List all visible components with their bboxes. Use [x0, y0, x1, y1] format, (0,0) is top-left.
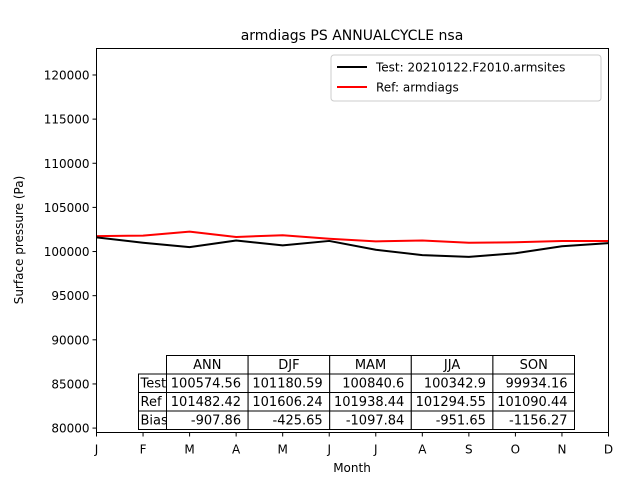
table-cell-value: 101180.59	[252, 377, 322, 392]
plot-frame	[96, 48, 609, 433]
table-header-label: ANN	[193, 358, 221, 373]
table-cell-value: 100342.9	[424, 377, 486, 392]
table-cell-value: -1156.27	[509, 414, 567, 429]
y-axis-label: Surface pressure (Pa)	[12, 176, 26, 305]
table-header-label: SON	[520, 358, 548, 373]
legend-label-test: Test: 20210122.F2010.armsites	[375, 61, 565, 75]
table-cell-value: 101294.55	[416, 395, 486, 410]
table-cell	[492, 410, 575, 430]
x-tick-label: F	[140, 443, 147, 457]
table-header-label: MAM	[355, 358, 386, 373]
legend-label-ref: Ref: armdiags	[376, 81, 459, 95]
table-header-label: JJA	[443, 358, 460, 373]
table-row-label: Bias	[141, 414, 168, 429]
series-lines	[96, 230, 609, 258]
y-tick-label: 105000	[44, 201, 90, 215]
chart-title: armdiags PS ANNUALCYCLE nsa	[241, 28, 464, 44]
y-tick-label: 100000	[44, 245, 90, 259]
x-tick-label: O	[511, 443, 520, 457]
table-cell-value: -1097.84	[346, 414, 404, 429]
series-line-ref	[96, 230, 609, 244]
table-row-label: Test	[140, 377, 167, 392]
x-tick-label: M	[184, 443, 194, 457]
table-cell-value: 101938.44	[334, 395, 404, 410]
table-cell-value: 101606.24	[252, 395, 322, 410]
x-tick-label: J	[94, 443, 99, 457]
x-tick-label: J	[326, 443, 331, 457]
y-tick-label: 90000	[51, 333, 89, 347]
table-cell-value: 101090.44	[497, 395, 567, 410]
x-tick-label: J	[373, 443, 378, 457]
table-header-label: DJF	[278, 358, 299, 373]
y-tick-label: 95000	[51, 289, 89, 303]
x-tick-label: N	[557, 443, 566, 457]
y-tick-label: 85000	[51, 377, 89, 391]
y-tick-label: 110000	[44, 157, 90, 171]
table-cell-value: 99934.16	[505, 377, 567, 392]
x-tick-label: S	[465, 443, 473, 457]
table-cell-value: 101482.42	[171, 395, 241, 410]
table-row-label: Ref	[141, 395, 162, 410]
legend-box	[330, 54, 602, 102]
y-axis: 80000 85000 90000 95000 100000 105000 110000 11…	[44, 68, 97, 436]
table-cell-value: -425.65	[273, 414, 323, 429]
y-tick-label: 120000	[44, 68, 90, 82]
table-cell-value: -907.86	[191, 414, 241, 429]
x-tick-label: A	[232, 443, 241, 457]
x-tick-label: D	[604, 443, 613, 457]
table-cell-value: -951.65	[436, 414, 486, 429]
x-tick-label: A	[418, 443, 427, 457]
data-table: ANN DJF MAM JJA SON Test 100574.56 101180.59 100…	[138, 355, 575, 430]
table-cell-value: 100574.56	[171, 377, 241, 392]
legend: Test: 20210122.F2010.armsites Ref: armdi…	[330, 54, 602, 102]
x-axis-label: Month	[333, 461, 371, 475]
series-line-test	[96, 236, 609, 258]
y-tick-label: 115000	[44, 113, 90, 127]
x-tick-label: M	[278, 443, 288, 457]
table-cell-value: 100840.6	[342, 377, 404, 392]
y-tick-label: 80000	[51, 422, 89, 436]
